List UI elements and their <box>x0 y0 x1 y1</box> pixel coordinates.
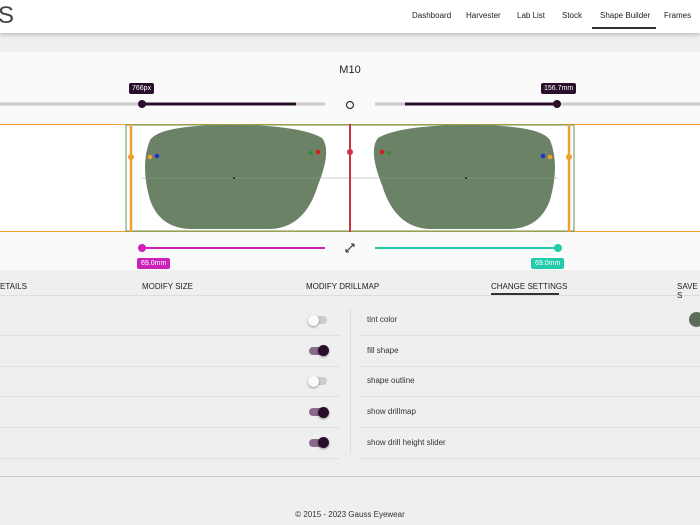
builder-svg <box>0 100 700 253</box>
dot <box>540 153 546 159</box>
dot <box>233 177 235 179</box>
logo[interactable]: S <box>0 2 15 29</box>
dot <box>315 149 321 155</box>
tint-button[interactable] <box>689 312 700 327</box>
toggle[interactable] <box>309 437 329 449</box>
nav-link[interactable]: Lab List <box>517 11 546 20</box>
toggle-knob <box>308 375 319 387</box>
slider-thumb[interactable] <box>554 244 562 252</box>
dot <box>547 154 553 160</box>
slider-tooltip: 156.7mm <box>541 83 577 94</box>
tab[interactable]: SAVE S <box>677 282 698 300</box>
navbar: S Dashboard Harvester Lab List Stock Sha… <box>0 0 700 33</box>
tab-underline <box>491 293 559 295</box>
dot <box>347 149 353 155</box>
slider-thumb[interactable] <box>138 244 146 252</box>
toggle[interactable] <box>309 345 329 357</box>
dot <box>147 154 153 160</box>
lens-left <box>145 125 327 229</box>
nav-link[interactable]: Shape Builder <box>600 11 651 20</box>
footer-divider <box>0 476 700 477</box>
nav-link[interactable]: Stock <box>562 11 583 20</box>
row-divider <box>360 365 700 367</box>
nav-link[interactable]: Dashboard <box>412 11 452 20</box>
row-divider <box>0 396 340 398</box>
height-label: 69.0mm <box>137 258 171 269</box>
tab[interactable]: ETAILS <box>0 282 27 291</box>
row-divider <box>0 335 340 336</box>
expand-icon[interactable] <box>345 243 355 253</box>
slider-thumb[interactable] <box>553 100 561 108</box>
dot <box>308 150 314 156</box>
zoom-icon[interactable] <box>345 100 355 110</box>
toggle[interactable] <box>308 314 327 326</box>
row-divider <box>360 396 700 398</box>
toggle-knob <box>318 406 329 418</box>
tab[interactable]: MODIFY DRILLMAP <box>306 282 380 291</box>
dot <box>154 153 160 159</box>
row-divider <box>360 335 700 336</box>
row-divider <box>0 457 340 459</box>
dot <box>379 149 385 155</box>
toggle-knob <box>308 314 319 326</box>
tab[interactable]: CHANGE SETTINGS <box>491 282 568 291</box>
toggle[interactable] <box>308 375 327 387</box>
row-divider <box>360 457 700 459</box>
tab[interactable]: MODIFY SIZE <box>142 282 193 291</box>
row-divider <box>0 427 340 429</box>
column-divider <box>350 308 351 454</box>
setting-label: shape outline <box>367 376 415 386</box>
shape-title: M10 <box>339 64 361 76</box>
setting-label: tint color <box>367 315 398 324</box>
dot <box>465 177 467 179</box>
row-divider <box>360 427 700 429</box>
nav-link[interactable]: Harvester <box>466 11 501 20</box>
tab-divider <box>0 295 700 296</box>
row-divider <box>0 365 340 367</box>
setting-label: show drill height slider <box>367 437 446 447</box>
slider-thumb[interactable] <box>138 100 146 108</box>
toggle-knob <box>318 345 329 357</box>
footer: © 2015 - 2023 Gauss Eyewear <box>295 510 405 519</box>
dot <box>128 154 134 160</box>
height-label: 69.0mm <box>531 258 565 269</box>
nav-underline <box>592 27 656 29</box>
lens-right <box>373 125 555 229</box>
dot <box>566 154 572 160</box>
slider-tooltip: 766px <box>129 83 155 94</box>
toggle[interactable] <box>309 406 329 418</box>
setting-label: fill shape <box>367 345 399 355</box>
nav-link[interactable]: Frames <box>664 11 692 20</box>
setting-label: show drillmap <box>367 407 416 417</box>
dot <box>386 150 392 156</box>
toggle-knob <box>318 437 329 449</box>
